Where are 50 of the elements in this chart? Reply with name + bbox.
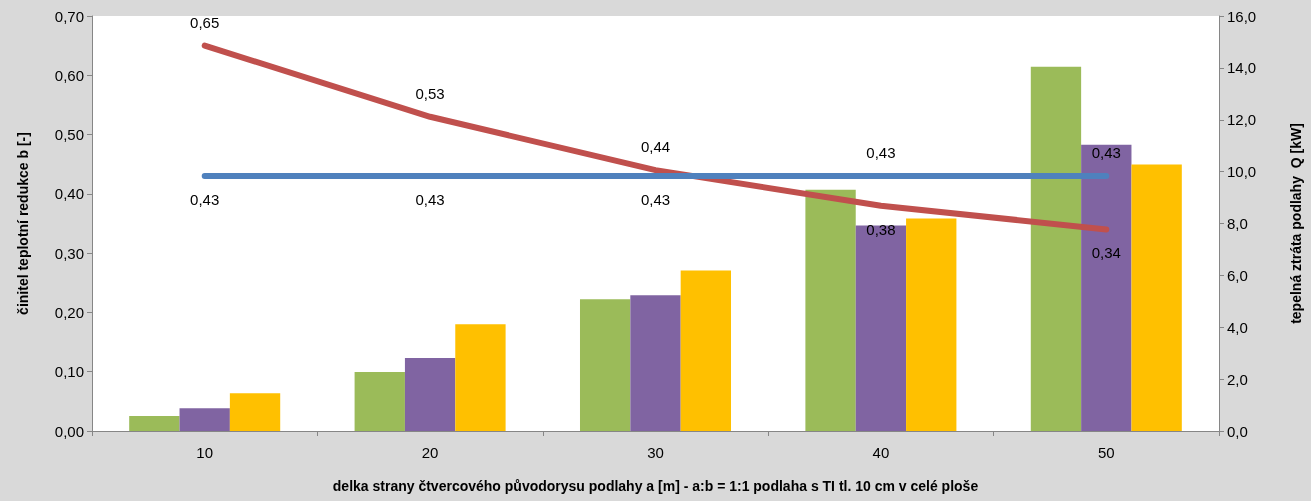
x-tick-label: 40 bbox=[872, 444, 890, 461]
x-tick-label: 20 bbox=[421, 444, 439, 461]
bar bbox=[354, 372, 405, 431]
bar bbox=[579, 299, 631, 431]
y2-tick-label: 16,0 bbox=[1227, 7, 1257, 25]
y-tick-label: 0,20 bbox=[54, 303, 84, 321]
y-tick-label: 0,10 bbox=[54, 363, 84, 381]
bar bbox=[229, 393, 281, 431]
y-tick-label: 0,40 bbox=[54, 185, 84, 203]
data-label: 0,38 bbox=[866, 220, 896, 238]
y-tick-label: 0,00 bbox=[54, 422, 84, 440]
y2-tick-label: 6,0 bbox=[1227, 266, 1248, 284]
y-tick-label: 0,30 bbox=[54, 244, 84, 262]
x-axis-title: delka strany čtvercového původorysu podlahy a [m] - a:b = 1:1 podlaha s TI tl. 10 cm v celé ploše bbox=[332, 478, 979, 494]
y2-axis-title: tepelná ztráta podlahy Q [kW] bbox=[1288, 123, 1304, 324]
y-tick-label: 0,50 bbox=[54, 126, 84, 144]
x-tick-label: 50 bbox=[1097, 444, 1115, 461]
bar bbox=[680, 270, 732, 431]
data-label: 0,43 bbox=[190, 191, 220, 209]
data-label: 0,34 bbox=[1091, 244, 1121, 262]
y-tick-label: 0,60 bbox=[54, 66, 84, 84]
bar bbox=[179, 408, 230, 431]
y-tick-label: 0,70 bbox=[54, 7, 84, 25]
data-label: 0,44 bbox=[640, 138, 671, 156]
y-axis-title: činitel teplotní redukce b [-] bbox=[15, 132, 31, 315]
y2-tick-label: 12,0 bbox=[1227, 111, 1257, 129]
y2-tick-label: 14,0 bbox=[1227, 59, 1257, 77]
y2-tick-label: 10,0 bbox=[1227, 163, 1257, 181]
bar bbox=[1081, 144, 1132, 431]
y2-tick-label: 0,0 bbox=[1227, 422, 1248, 440]
y2-tick-label: 4,0 bbox=[1227, 318, 1248, 336]
bar bbox=[1131, 164, 1182, 431]
data-label: 0,53 bbox=[415, 84, 445, 102]
data-label: 0,43 bbox=[1091, 144, 1121, 162]
y2-tick-label: 2,0 bbox=[1227, 370, 1248, 388]
bar bbox=[1030, 66, 1082, 431]
bar bbox=[805, 189, 856, 431]
x-tick-label: 30 bbox=[647, 444, 664, 461]
data-label: 0,43 bbox=[415, 191, 445, 209]
bar bbox=[630, 295, 681, 431]
x-tick-label: 10 bbox=[196, 444, 214, 461]
data-label: 0,65 bbox=[190, 13, 220, 31]
data-label: 0,43 bbox=[640, 191, 671, 209]
y2-tick-label: 8,0 bbox=[1227, 215, 1248, 232]
bar bbox=[129, 415, 180, 431]
bar bbox=[455, 324, 506, 431]
data-label: 0,43 bbox=[866, 144, 896, 162]
bar bbox=[404, 358, 456, 431]
bar bbox=[855, 225, 907, 431]
bar bbox=[906, 218, 957, 431]
